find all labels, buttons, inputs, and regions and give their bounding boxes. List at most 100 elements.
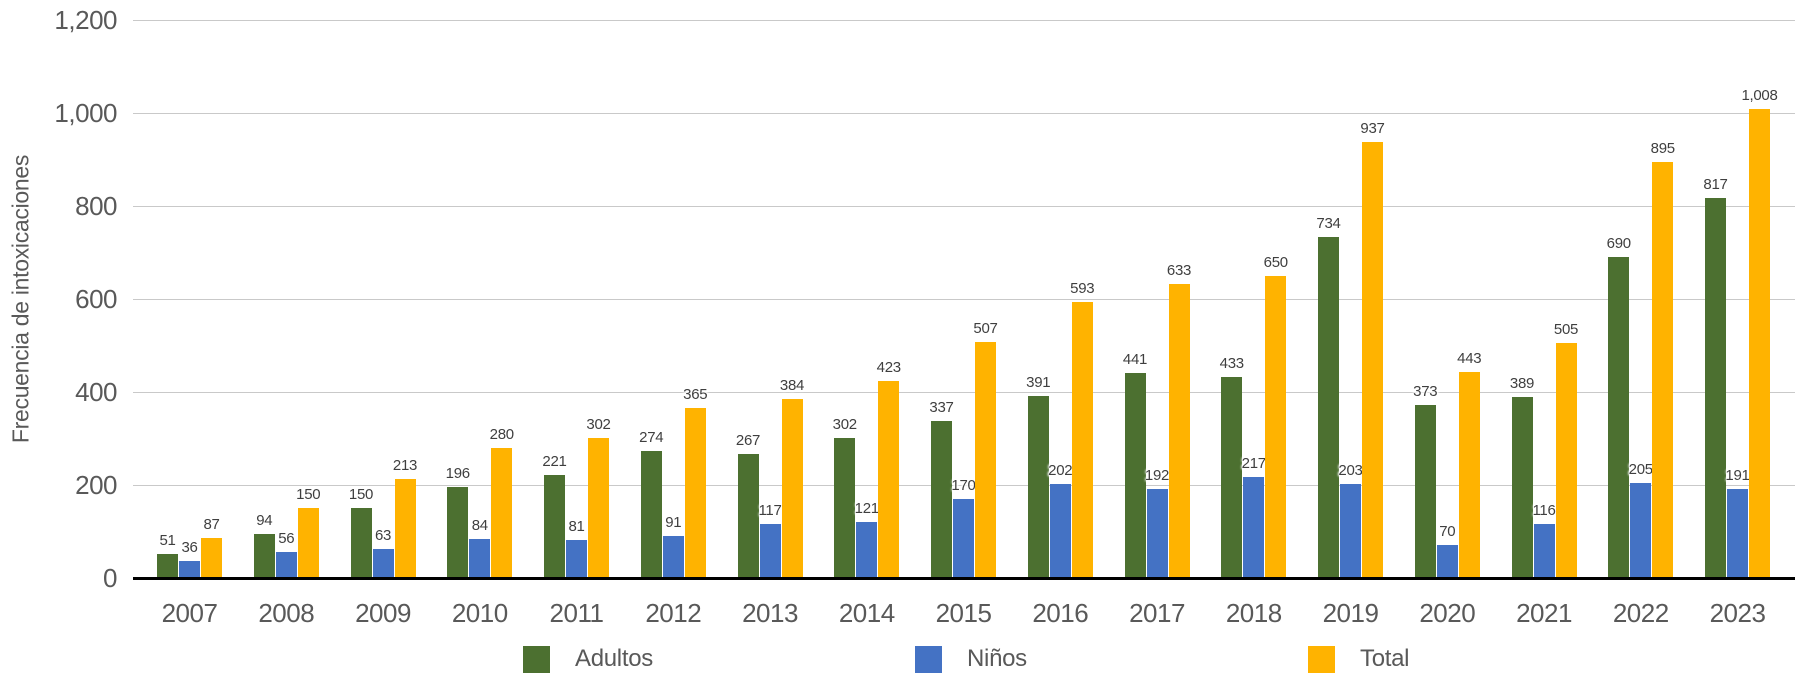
x-tick-label-2015: 2015: [935, 598, 992, 628]
y-tick-label-1200: 1,200: [54, 5, 117, 35]
bar-adultos-2008: [253, 534, 275, 578]
bar-value-label-total-2009: 213: [392, 456, 418, 474]
bar-value-label-adultos-2013: 267: [735, 431, 761, 449]
bar-adultos-2012: [640, 450, 662, 578]
bar-adultos-2022: [1608, 257, 1630, 578]
legend-label-ninos: Niños: [967, 645, 1027, 672]
bar-niños-2010: [469, 538, 491, 578]
bar-value-label-total-2017: 633: [1166, 261, 1192, 279]
bar-value-label-adultos-2012: 274: [639, 428, 664, 446]
bar-value-label-adultos-2016: 391: [1026, 374, 1051, 392]
x-tick-label-2017: 2017: [1129, 598, 1185, 628]
bar-adultos-2007: [157, 554, 178, 578]
bar-value-label-total-2021: 505: [1553, 321, 1579, 339]
bar-value-label-adultos-2007: 51: [159, 532, 176, 550]
bar-value-label-adultos-2017: 441: [1122, 350, 1148, 368]
x-axis-baseline: [133, 577, 1795, 580]
bar-value-label-niños-2010: 84: [471, 516, 488, 534]
bar-adultos-2009: [350, 508, 372, 578]
gridline-1200: [133, 19, 1795, 21]
bar-value-label-total-2007: 87: [203, 515, 220, 533]
bar-value-label-niños-2008: 56: [278, 529, 295, 547]
bar-total-2015: [975, 342, 996, 578]
x-tick-label-2013: 2013: [742, 598, 798, 628]
bar-value-label-adultos-2014: 302: [832, 415, 857, 433]
x-tick-label-2014: 2014: [838, 598, 895, 628]
bar-adultos-2013: [737, 453, 759, 578]
bar-adultos-2020: [1414, 404, 1436, 578]
x-tick-label-2018: 2018: [1225, 598, 1282, 628]
legend-label-total: Total: [1360, 645, 1410, 672]
bar-total-2013: [781, 399, 803, 578]
bar-total-2008: [297, 508, 319, 578]
x-tick-label-2020: 2020: [1419, 598, 1476, 628]
bar-value-label-total-2023: 1,008: [1741, 87, 1778, 105]
x-tick-label-2008: 2008: [258, 598, 315, 628]
bar-value-label-adultos-2019: 734: [1316, 214, 1341, 232]
bar-niños-2008: [275, 551, 297, 578]
bar-adultos-2018: [1221, 376, 1243, 578]
bar-adultos-2015: [931, 421, 952, 578]
bar-value-label-niños-2020: 70: [1439, 523, 1456, 541]
bar-total-2022: [1652, 161, 1674, 578]
bar-adultos-2019: [1318, 236, 1339, 578]
bar-value-label-adultos-2018: 433: [1219, 354, 1244, 372]
bar-value-label-niños-2013: 117: [758, 501, 782, 519]
bar-niños-2020: [1436, 545, 1458, 578]
bar-value-label-niños-2011: 81: [568, 518, 585, 536]
x-tick-label-2011: 2011: [549, 598, 604, 628]
bar-value-label-niños-2016: 202: [1048, 462, 1073, 480]
x-tick-label-2019: 2019: [1322, 598, 1379, 628]
x-tick-label-2022: 2022: [1612, 598, 1669, 628]
bar-value-label-total-2015: 507: [973, 320, 998, 338]
bar-value-label-niños-2018: 217: [1241, 455, 1266, 473]
bar-niños-2017: [1146, 488, 1168, 578]
bar-value-label-total-2016: 593: [1070, 280, 1095, 298]
legend-item-adultos: Adultos: [523, 645, 653, 673]
legend: Adultos Niños Total: [0, 645, 1800, 679]
y-tick-label-400: 400: [75, 377, 117, 407]
bar-value-label-adultos-2023: 817: [1703, 176, 1728, 194]
x-tick-label-2021: 2021: [1516, 598, 1572, 628]
x-tick-label-2012: 2012: [645, 598, 702, 628]
bar-value-label-total-2022: 895: [1650, 139, 1675, 157]
legend-label-adultos: Adultos: [575, 645, 653, 672]
bar-niños-2011: [566, 540, 587, 578]
bar-total-2016: [1071, 302, 1093, 578]
bar-total-2023: [1749, 109, 1770, 578]
bar-value-label-total-2008: 150: [296, 486, 321, 504]
gridline-800: [133, 205, 1795, 207]
legend-swatch-ninos: [915, 645, 942, 673]
bar-adultos-2011: [544, 475, 565, 578]
bar-total-2009: [394, 478, 416, 578]
bar-value-label-adultos-2020: 373: [1413, 382, 1438, 400]
bar-value-label-niños-2022: 205: [1628, 460, 1653, 478]
bar-niños-2016: [1049, 484, 1071, 578]
x-tick-label-2009: 2009: [355, 598, 411, 628]
bar-value-label-adultos-2021: 389: [1509, 375, 1535, 393]
bar-niños-2018: [1243, 477, 1265, 578]
bar-value-label-total-2012: 365: [683, 386, 708, 404]
bar-value-label-niños-2012: 91: [665, 513, 682, 531]
bar-value-label-total-2013: 384: [779, 377, 805, 395]
legend-swatch-total: [1308, 645, 1335, 673]
bar-value-label-total-2020: 443: [1457, 350, 1482, 367]
bar-total-2020: [1458, 372, 1480, 578]
bar-value-label-niños-2021: 116: [1532, 502, 1556, 520]
bar-adultos-2010: [447, 486, 469, 578]
bar-niños-2009: [372, 548, 394, 578]
legend-item-total: Total: [1308, 645, 1410, 673]
bar-value-label-total-2014: 423: [876, 359, 901, 377]
bar-niños-2007: [179, 561, 200, 578]
bar-value-label-total-2010: 280: [489, 425, 514, 443]
bar-value-label-adultos-2015: 337: [929, 399, 954, 417]
bar-value-label-total-2018: 650: [1263, 253, 1288, 271]
gridline-1000: [133, 112, 1795, 114]
bar-adultos-2014: [834, 437, 856, 578]
gridline-600: [133, 298, 1795, 300]
bar-niños-2015: [953, 498, 974, 578]
x-tick-label-2010: 2010: [451, 598, 508, 628]
bar-value-label-niños-2017: 192: [1144, 466, 1170, 484]
bar-total-2011: [588, 437, 609, 578]
